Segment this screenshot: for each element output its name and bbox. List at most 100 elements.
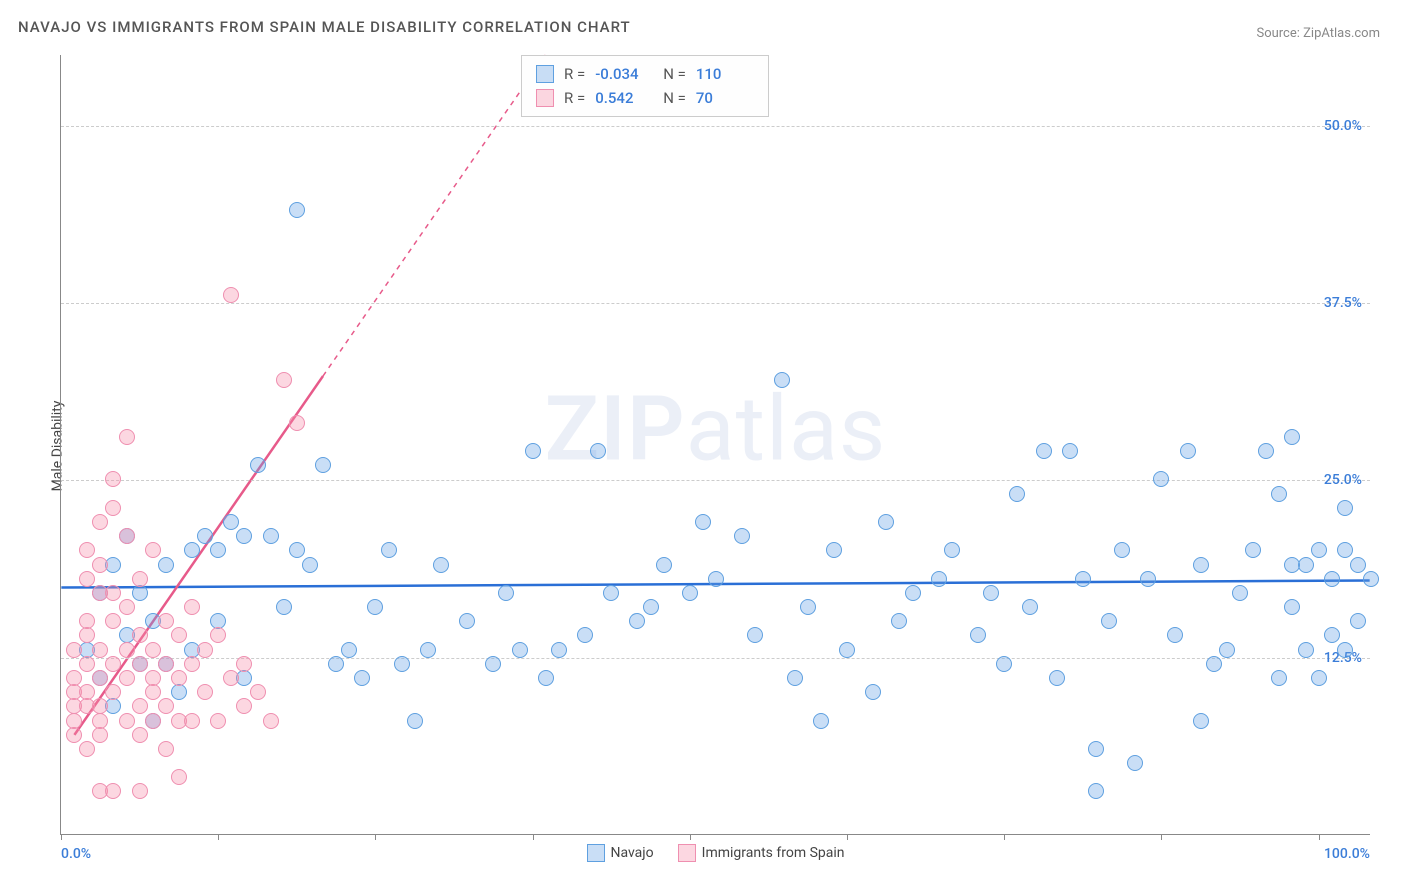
data-point (132, 698, 148, 714)
data-point (1311, 542, 1327, 558)
legend-swatch (678, 844, 696, 862)
data-point (629, 613, 645, 629)
data-point (197, 528, 213, 544)
chart-title: NAVAJO VS IMMIGRANTS FROM SPAIN MALE DIS… (18, 18, 631, 36)
data-point (289, 202, 305, 218)
ytick-label: 37.5% (1324, 295, 1362, 311)
data-point (1298, 557, 1314, 573)
data-point (105, 684, 121, 700)
data-point (1075, 571, 1091, 587)
data-point (1049, 670, 1065, 686)
data-point (1337, 500, 1353, 516)
legend-item: Navajo (587, 844, 654, 862)
data-point (1363, 571, 1379, 587)
data-point (79, 741, 95, 757)
xtick (1004, 834, 1005, 840)
data-point (302, 557, 318, 573)
data-point (276, 372, 292, 388)
data-point (1036, 443, 1052, 459)
data-point (485, 656, 501, 672)
gridline (61, 658, 1370, 659)
data-point (79, 571, 95, 587)
plot-area: ZIPatlas R =-0.034N =110R =0.542N =70 Na… (60, 55, 1370, 835)
data-point (996, 656, 1012, 672)
data-point (105, 656, 121, 672)
data-point (92, 727, 108, 743)
data-point (210, 713, 226, 729)
data-point (1206, 656, 1222, 672)
data-point (223, 287, 239, 303)
data-point (983, 585, 999, 601)
data-point (236, 656, 252, 672)
data-point (92, 670, 108, 686)
xtick (847, 834, 848, 840)
data-point (79, 627, 95, 643)
data-point (105, 783, 121, 799)
data-point (551, 642, 567, 658)
data-point (381, 542, 397, 558)
data-point (787, 670, 803, 686)
data-point (512, 642, 528, 658)
data-point (1114, 542, 1130, 558)
data-point (603, 585, 619, 601)
data-point (158, 698, 174, 714)
data-point (105, 471, 121, 487)
xtick (1161, 834, 1162, 840)
data-point (171, 670, 187, 686)
ytick-label: 50.0% (1324, 118, 1362, 134)
data-point (119, 713, 135, 729)
data-point (1350, 557, 1366, 573)
data-point (459, 613, 475, 629)
data-point (276, 599, 292, 615)
data-point (1101, 613, 1117, 629)
data-point (132, 783, 148, 799)
data-point (66, 642, 82, 658)
data-point (119, 642, 135, 658)
data-point (1245, 542, 1261, 558)
data-point (1324, 627, 1340, 643)
data-point (826, 542, 842, 558)
data-point (184, 656, 200, 672)
data-point (394, 656, 410, 672)
data-point (145, 642, 161, 658)
data-point (1271, 486, 1287, 502)
xtick (690, 834, 691, 840)
data-point (158, 557, 174, 573)
data-point (1219, 642, 1235, 658)
data-point (878, 514, 894, 530)
data-point (119, 429, 135, 445)
data-point (79, 684, 95, 700)
stats-box: R =-0.034N =110R =0.542N =70 (521, 55, 769, 117)
data-point (813, 713, 829, 729)
data-point (407, 713, 423, 729)
data-point (223, 670, 239, 686)
data-point (105, 585, 121, 601)
xtick (218, 834, 219, 840)
data-point (1153, 471, 1169, 487)
data-point (367, 599, 383, 615)
data-point (236, 528, 252, 544)
data-point (184, 713, 200, 729)
legend-swatch (587, 844, 605, 862)
data-point (105, 613, 121, 629)
data-point (905, 585, 921, 601)
data-point (92, 713, 108, 729)
data-point (1167, 627, 1183, 643)
xtick (61, 834, 62, 840)
stats-row: R =-0.034N =110 (536, 62, 754, 86)
data-point (92, 557, 108, 573)
data-point (197, 642, 213, 658)
legend-label: Immigrants from Spain (702, 845, 845, 861)
data-point (171, 627, 187, 643)
data-point (695, 514, 711, 530)
data-point (931, 571, 947, 587)
data-point (420, 642, 436, 658)
xtick (533, 834, 534, 840)
data-point (145, 542, 161, 558)
data-point (643, 599, 659, 615)
data-point (1298, 642, 1314, 658)
data-point (1271, 670, 1287, 686)
data-point (1009, 486, 1025, 502)
data-point (774, 372, 790, 388)
data-point (132, 571, 148, 587)
